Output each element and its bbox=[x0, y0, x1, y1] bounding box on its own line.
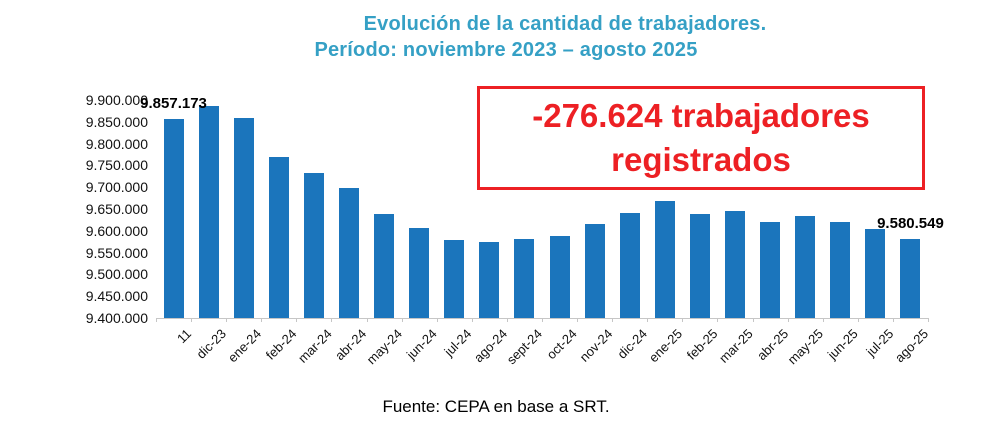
x-axis-label-ago-25: ago-25 bbox=[891, 326, 932, 366]
x-axis-tick bbox=[647, 318, 649, 322]
chart-title-line2: Período: noviembre 2023 – agosto 2025 bbox=[314, 39, 698, 61]
x-axis-label-sept-24: sept-24 bbox=[503, 326, 546, 368]
y-axis-tick-label: 9.700.000 bbox=[85, 179, 148, 196]
x-axis-label-ene-25: ene-25 bbox=[646, 326, 686, 366]
x-axis-label-jun-24: jun-24 bbox=[403, 326, 440, 363]
x-axis-label-nov-24: nov-24 bbox=[576, 326, 616, 365]
y-axis-tick-label: 9.450.000 bbox=[85, 288, 148, 305]
x-axis-tick bbox=[401, 318, 403, 322]
x-axis-tick bbox=[261, 318, 263, 322]
y-axis-tick-label: 9.850.000 bbox=[85, 113, 148, 130]
x-axis-tick bbox=[787, 318, 789, 322]
bar-ene-25 bbox=[654, 201, 675, 318]
bar-feb-25 bbox=[689, 214, 710, 318]
y-axis-tick-label: 9.500.000 bbox=[85, 266, 148, 283]
bar-abr-25 bbox=[760, 222, 781, 318]
x-axis-tick bbox=[331, 318, 333, 322]
bar-jul-25 bbox=[865, 229, 886, 318]
y-axis-tick-label: 9.800.000 bbox=[85, 135, 148, 152]
x-axis-tick bbox=[822, 318, 824, 322]
x-axis-tick bbox=[191, 318, 193, 322]
x-axis-tick bbox=[506, 318, 508, 322]
x-axis-tick bbox=[471, 318, 473, 322]
bar-jun-24 bbox=[409, 227, 430, 318]
x-axis-label-feb-25: feb-25 bbox=[683, 326, 721, 363]
bar-11 bbox=[163, 118, 184, 318]
x-axis-label-11: 11 bbox=[174, 326, 195, 347]
x-axis-label-dic-24: dic-24 bbox=[614, 326, 651, 362]
x-axis-label-may-25: may-25 bbox=[784, 326, 826, 368]
x-axis-label-ene-24: ene-24 bbox=[225, 326, 265, 366]
bar-abr-24 bbox=[339, 187, 359, 318]
x-axis-tick bbox=[857, 318, 859, 322]
y-axis-tick-label: 9.900.000 bbox=[85, 92, 148, 108]
x-axis-label-jun-25: jun-25 bbox=[824, 326, 861, 363]
x-axis-tick bbox=[366, 318, 368, 322]
bar-sept-24 bbox=[514, 238, 535, 318]
x-axis-label-mar-25: mar-25 bbox=[715, 326, 756, 366]
x-axis-tick bbox=[717, 318, 719, 322]
x-axis-tick bbox=[892, 318, 894, 322]
x-axis-tick bbox=[928, 318, 929, 322]
data-label: 9.580.549 bbox=[877, 215, 944, 233]
bar-ago-24 bbox=[479, 242, 500, 318]
x-axis-tick bbox=[752, 318, 754, 322]
bar-may-25 bbox=[795, 216, 816, 318]
x-axis-label-may-24: may-24 bbox=[363, 326, 405, 368]
bar-nov-24 bbox=[584, 223, 605, 318]
annotation-text: -276.624 trabajadores registrados bbox=[532, 97, 870, 178]
bar-ago-25 bbox=[900, 239, 921, 318]
source-caption: Fuente: CEPA en base a SRT. bbox=[382, 397, 610, 416]
bar-jul-24 bbox=[444, 240, 465, 318]
y-axis-tick-label: 9.550.000 bbox=[85, 244, 148, 261]
annotation-box: -276.624 trabajadores registrados bbox=[477, 86, 925, 190]
x-axis-tick bbox=[682, 318, 684, 322]
x-axis-tick bbox=[577, 318, 579, 322]
x-axis-tick bbox=[226, 318, 228, 322]
x-axis-tick bbox=[542, 318, 543, 322]
data-label: 9.857.173 bbox=[140, 94, 207, 112]
bar-feb-24 bbox=[268, 156, 289, 318]
x-axis-tick bbox=[612, 318, 614, 322]
bar-mar-24 bbox=[303, 172, 324, 318]
x-axis-tick bbox=[296, 318, 298, 322]
bar-jun-25 bbox=[830, 221, 851, 318]
bar-mar-25 bbox=[725, 210, 745, 318]
bar-ene-24 bbox=[233, 117, 254, 318]
bar-oct-24 bbox=[549, 236, 570, 318]
x-axis-label-oct-24: oct-24 bbox=[543, 326, 581, 363]
y-axis-tick-label: 9.750.000 bbox=[85, 157, 148, 174]
chart-title-line1: Evolución de la cantidad de trabajadores… bbox=[363, 13, 767, 35]
y-axis-tick-label: 9.600.000 bbox=[85, 222, 148, 239]
x-axis-label-ago-24: ago-24 bbox=[470, 326, 510, 366]
bar-may-24 bbox=[374, 214, 395, 318]
bar-dic-24 bbox=[619, 212, 640, 318]
y-axis-tick-label: 9.650.000 bbox=[85, 201, 148, 217]
y-axis-tick-label: 9.400.000 bbox=[85, 310, 148, 326]
bar-dic-23 bbox=[198, 106, 219, 318]
x-axis-tick bbox=[436, 318, 438, 322]
x-axis-label-dic-23: dic-23 bbox=[193, 326, 230, 362]
x-axis-label-feb-24: feb-24 bbox=[262, 326, 300, 363]
x-axis-tick bbox=[156, 318, 157, 322]
x-axis-label-mar-24: mar-24 bbox=[294, 326, 335, 366]
